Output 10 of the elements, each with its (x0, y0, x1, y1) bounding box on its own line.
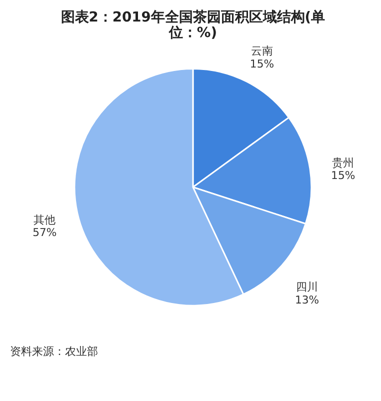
slice-label: 四川 (296, 280, 318, 294)
text: 资料来源：农业部 (10, 344, 98, 358)
chart-title: 图表2：2019年全国茶园面积区域结构(单位：%) (60, 9, 326, 42)
data-label: 15% (331, 169, 356, 182)
slice-label: 其他 (34, 213, 56, 226)
data-label: 13% (294, 293, 320, 306)
data-label: 15% (250, 58, 274, 71)
slice-label: 贵州 (332, 156, 354, 170)
slice-label: 云南 (250, 44, 273, 58)
data-label: 57% (32, 226, 57, 240)
